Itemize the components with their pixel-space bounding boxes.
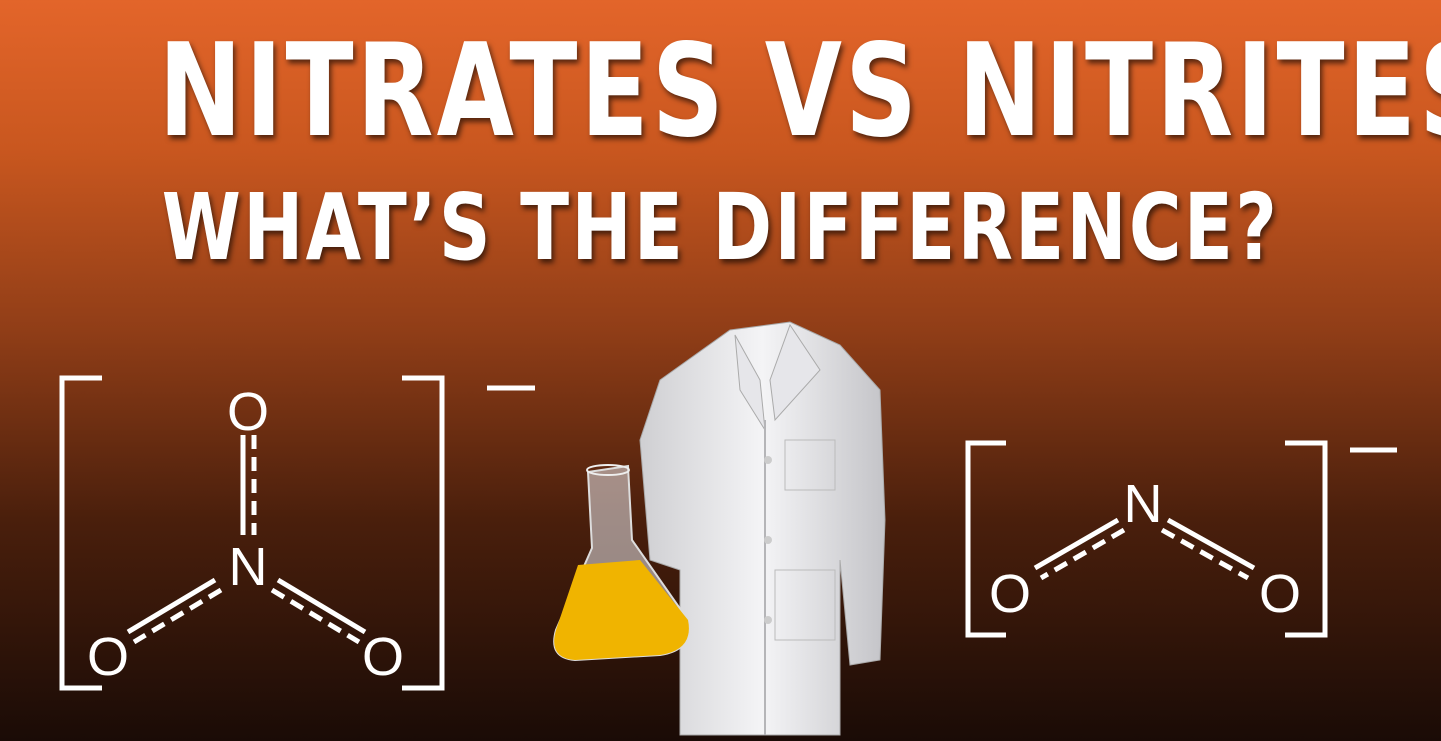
atom-o-right: O (1259, 564, 1301, 624)
atom-o-top: O (227, 382, 269, 442)
title-line-1: NITRATES VS NITRITES (158, 17, 1441, 166)
nitrite-structure (965, 440, 1397, 638)
right-bracket (402, 375, 445, 691)
nitrate-structure (59, 375, 535, 691)
right-bracket (1285, 440, 1328, 638)
left-bracket (59, 375, 102, 691)
atom-o-left: O (87, 627, 129, 687)
bond (1039, 527, 1126, 581)
title-line-2: WHAT’S THE DIFFERENCE? (161, 174, 1280, 281)
atom-n: N (1124, 474, 1163, 534)
bond (126, 577, 217, 635)
atom-n: N (229, 537, 268, 597)
erlenmeyer-flask-image (553, 464, 690, 662)
bond (1166, 517, 1256, 571)
bond (276, 577, 367, 635)
bond (1033, 517, 1120, 571)
left-bracket (965, 440, 1006, 638)
bond (132, 587, 223, 645)
lab-coat-image (639, 321, 886, 736)
atom-o-right: O (362, 627, 404, 687)
bond (270, 587, 361, 645)
bond (1160, 527, 1250, 581)
atom-o-left: O (989, 564, 1031, 624)
